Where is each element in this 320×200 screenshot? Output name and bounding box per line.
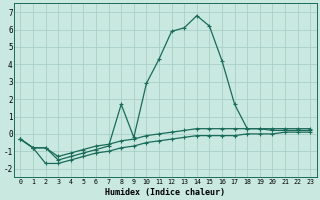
- X-axis label: Humidex (Indice chaleur): Humidex (Indice chaleur): [105, 188, 225, 197]
